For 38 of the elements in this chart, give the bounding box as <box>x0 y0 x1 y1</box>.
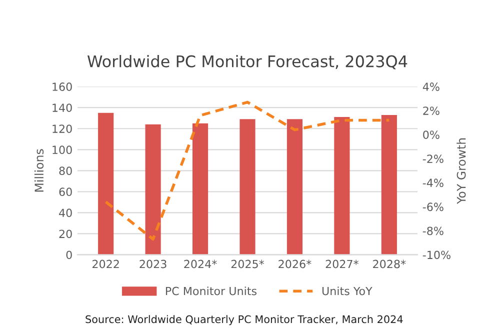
y2-tick-label: -4% <box>422 178 444 188</box>
bar <box>145 124 161 255</box>
y-axis-title: Millions <box>34 149 44 192</box>
y-tick-label: 120 <box>52 124 72 133</box>
legend-label: Units YoY <box>322 286 372 296</box>
y2-tick-label: 0% <box>423 130 440 140</box>
chart-title: Worldwide PC Monitor Forecast, 2023Q4 <box>87 55 408 70</box>
legend-label: PC Monitor Units <box>166 286 257 296</box>
y-tick-label: 60 <box>59 188 72 196</box>
y2-tick-label: -6% <box>422 202 444 212</box>
line-series <box>104 100 391 241</box>
bar <box>240 119 256 255</box>
y2-tick-label: -10% <box>422 250 450 260</box>
y2-tick-label: 2% <box>423 106 440 115</box>
y-tick-label: 140 <box>52 104 72 112</box>
x-tick-label: 2025* <box>231 260 264 268</box>
x-tick-label: 2022 <box>92 260 119 268</box>
source-note: Source: Worldwide Quarterly PC Monitor Tracker, March 2024 <box>86 315 403 326</box>
x-tick-label: 2028* <box>373 260 406 268</box>
y-tick-label: 0 <box>66 250 72 260</box>
y-tick-label: 40 <box>59 208 72 218</box>
y2-tick-label: -8% <box>422 226 444 236</box>
y-tick-label: 160 <box>52 82 72 91</box>
bar <box>334 117 350 255</box>
bar <box>381 114 397 255</box>
x-tick-label: 2023 <box>140 260 166 268</box>
y2-axis-title: YoY Growth <box>456 138 466 204</box>
y-tick-label: 100 <box>52 146 72 154</box>
x-tick-label: 2024* <box>184 260 217 268</box>
bar <box>286 119 303 255</box>
y2-tick-label: 4% <box>422 82 440 91</box>
bar <box>98 112 114 255</box>
x-tick-label: 2026* <box>278 260 312 268</box>
y2-tick-label: -2% <box>422 154 444 164</box>
y-tick-label: 80 <box>59 166 72 176</box>
x-tick-label: 2027* <box>326 260 359 268</box>
y-tick-label: 20 <box>59 230 72 238</box>
bar <box>192 123 208 255</box>
